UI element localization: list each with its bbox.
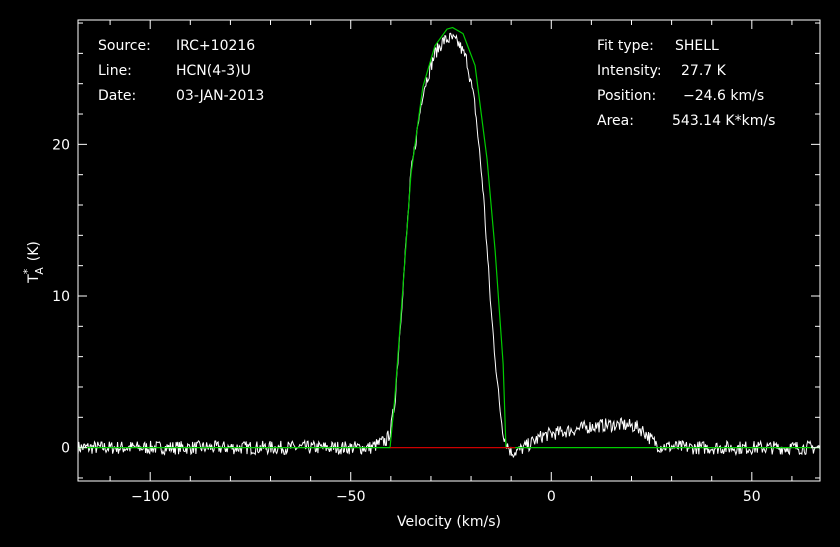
line-value: HCN(4-3)U	[176, 63, 251, 79]
line-label: Line:	[98, 63, 132, 79]
position-label: Position:	[597, 88, 656, 104]
intensity-value: 27.7 K	[681, 63, 727, 79]
series-observed-spectrum	[77, 32, 821, 459]
date-label: Date:	[98, 88, 136, 104]
series-layer	[77, 26, 821, 459]
y-axis-label-sup: *	[21, 268, 34, 274]
position-value: −24.6 km/s	[683, 88, 764, 104]
intensity-label: Intensity:	[597, 63, 662, 79]
y-tick-label: 10	[52, 289, 70, 305]
source-value: IRC+10216	[176, 38, 255, 54]
x-axis-label: Velocity (km/s)	[397, 514, 501, 530]
x-tick-label: −50	[336, 489, 366, 505]
info-right: Fit type: SHELL Intensity: 27.7 K Positi…	[597, 38, 775, 129]
x-tick-label: 0	[547, 489, 556, 505]
date-value: 03-JAN-2013	[176, 88, 264, 104]
y-tick-label: 20	[52, 137, 70, 153]
y-axis-label-main: T	[26, 274, 42, 284]
info-left: Source: IRC+10216 Line: HCN(4-3)U Date: …	[98, 38, 264, 104]
tick-layer: −100 −50 0 50 0 10 20	[52, 20, 820, 505]
fit-type-label: Fit type:	[597, 38, 654, 54]
y-axis-label-sub: A	[33, 267, 46, 275]
area-value: 543.14 K*km/s	[672, 113, 775, 129]
area-label: Area:	[597, 113, 634, 129]
y-axis-label: T*A (K)	[21, 241, 46, 284]
y-tick-label: 0	[61, 441, 70, 457]
fit-type-value: SHELL	[675, 38, 719, 54]
plot-frame	[77, 19, 821, 482]
source-label: Source:	[98, 38, 151, 54]
y-axis-label-unit: (K)	[26, 241, 42, 261]
x-tick-label: 50	[743, 489, 761, 505]
x-tick-label: −100	[131, 489, 169, 505]
